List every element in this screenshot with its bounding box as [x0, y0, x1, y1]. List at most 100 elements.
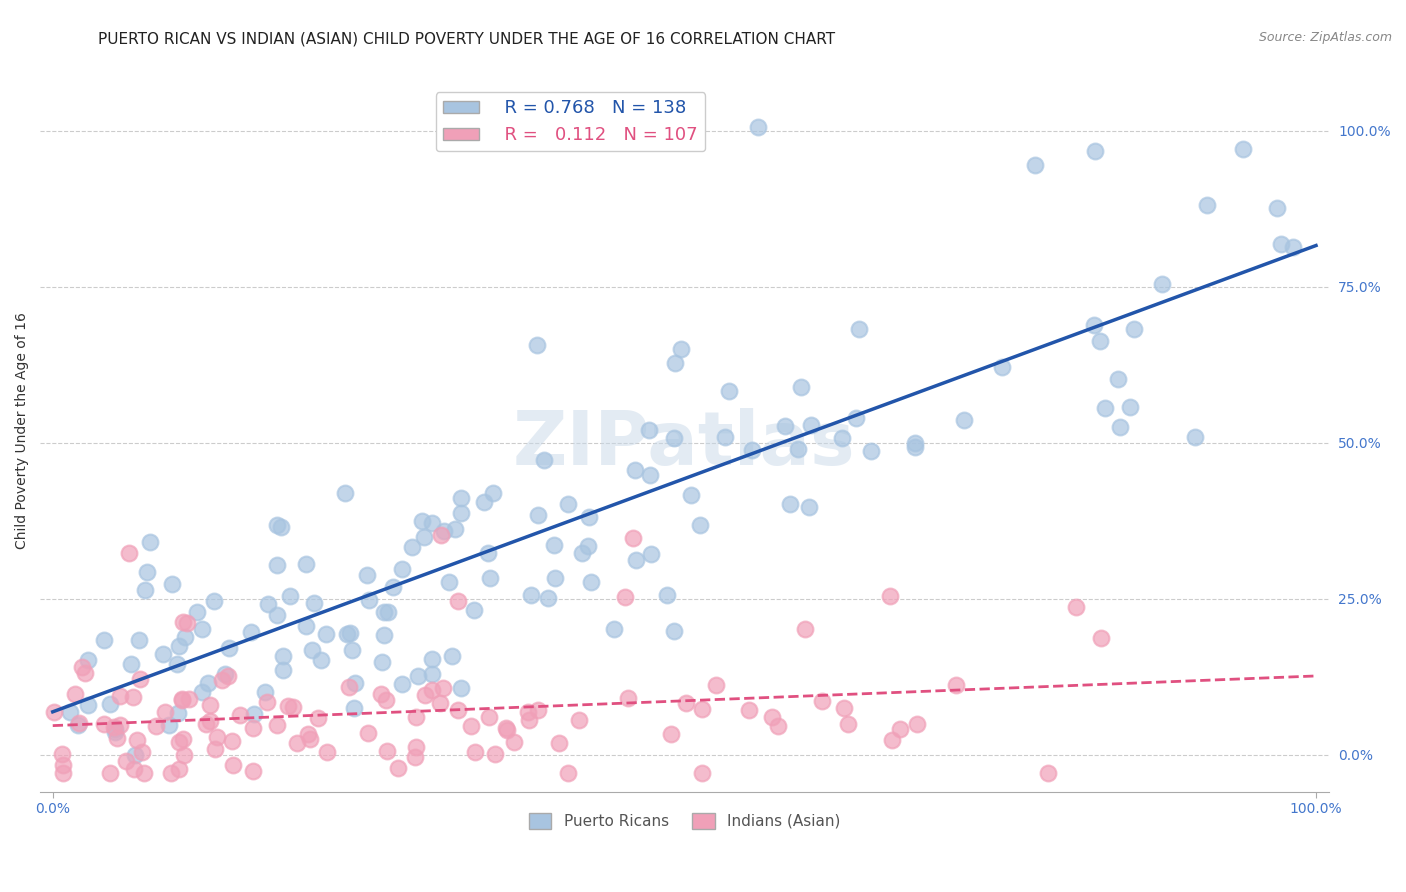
Point — [495, 722, 517, 736]
Point — [1109, 420, 1132, 434]
Point — [167, 706, 190, 720]
Point — [256, 695, 278, 709]
Point — [945, 677, 967, 691]
Point — [198, 714, 221, 728]
Point — [904, 440, 927, 454]
Point — [316, 746, 339, 760]
Point — [273, 648, 295, 663]
Point — [790, 380, 813, 394]
Point — [602, 622, 624, 636]
Point — [336, 627, 359, 641]
Point — [270, 519, 292, 533]
Point — [882, 732, 904, 747]
Point — [387, 761, 409, 775]
Point — [67, 715, 90, 730]
Point — [848, 322, 870, 336]
Point — [382, 580, 405, 594]
Point — [1083, 318, 1105, 332]
Point — [779, 497, 801, 511]
Point — [450, 491, 472, 506]
Y-axis label: Child Poverty Under the Age of 16: Child Poverty Under the Age of 16 — [15, 312, 30, 549]
Point — [128, 672, 150, 686]
Point — [718, 384, 741, 398]
Point — [617, 691, 640, 706]
Point — [623, 463, 645, 477]
Point — [692, 702, 714, 716]
Point — [478, 710, 501, 724]
Point — [484, 747, 506, 762]
Point — [342, 643, 364, 657]
Point — [186, 605, 208, 619]
Point — [51, 747, 73, 761]
Point — [211, 673, 233, 688]
Point — [460, 719, 482, 733]
Point — [638, 467, 661, 482]
Point — [218, 641, 240, 656]
Point — [520, 588, 543, 602]
Point — [1282, 240, 1305, 254]
Point — [115, 754, 138, 768]
Point — [371, 655, 394, 669]
Point — [315, 627, 337, 641]
Point — [172, 615, 194, 630]
Point — [800, 418, 823, 433]
Point — [544, 572, 567, 586]
Point — [170, 691, 193, 706]
Point — [1107, 372, 1129, 386]
Point — [430, 527, 453, 541]
Point — [73, 665, 96, 680]
Point — [242, 721, 264, 735]
Point — [120, 657, 142, 671]
Point — [571, 545, 593, 559]
Point — [375, 693, 398, 707]
Point — [172, 693, 194, 707]
Point — [118, 545, 141, 559]
Point — [152, 647, 174, 661]
Point — [664, 356, 686, 370]
Point — [337, 680, 360, 694]
Point — [98, 697, 121, 711]
Point — [794, 623, 817, 637]
Point — [889, 722, 911, 736]
Point — [527, 508, 550, 523]
Point — [343, 675, 366, 690]
Point — [176, 615, 198, 630]
Point — [333, 486, 356, 500]
Point — [121, 690, 143, 704]
Point — [799, 500, 821, 514]
Point — [204, 742, 226, 756]
Point — [257, 597, 280, 611]
Point — [408, 669, 430, 683]
Point — [266, 558, 288, 573]
Point — [671, 342, 693, 356]
Point — [638, 423, 661, 437]
Point — [441, 649, 464, 664]
Point — [624, 552, 647, 566]
Point — [578, 510, 600, 524]
Point — [579, 575, 602, 590]
Point — [681, 488, 703, 502]
Point — [266, 607, 288, 622]
Point — [167, 763, 190, 777]
Point — [420, 516, 443, 531]
Point — [266, 718, 288, 732]
Point — [1036, 766, 1059, 780]
Point — [463, 603, 485, 617]
Point — [139, 534, 162, 549]
Point — [527, 703, 550, 717]
Point — [766, 719, 789, 733]
Point — [1024, 157, 1046, 171]
Point — [134, 582, 156, 597]
Point — [356, 568, 378, 582]
Point — [747, 120, 769, 134]
Point — [157, 718, 180, 732]
Point — [741, 442, 763, 457]
Point — [831, 431, 853, 445]
Point — [420, 667, 443, 681]
Point — [266, 518, 288, 533]
Point — [811, 693, 834, 707]
Point — [904, 436, 927, 450]
Text: ZIPatlas: ZIPatlas — [513, 409, 856, 481]
Point — [990, 359, 1012, 374]
Point — [664, 431, 686, 445]
